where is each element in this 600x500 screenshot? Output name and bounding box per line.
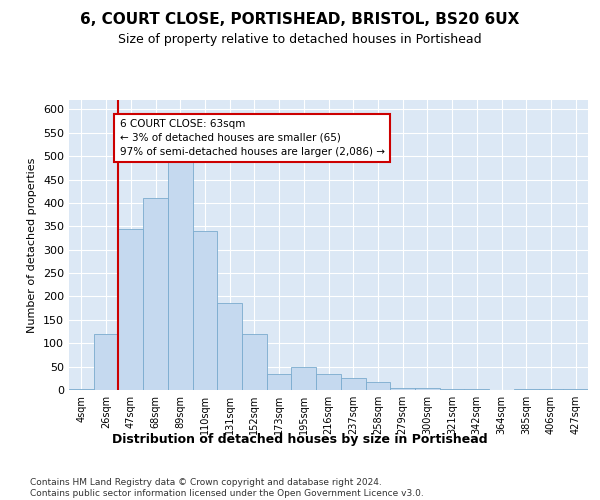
Bar bbox=[168, 156, 193, 390]
Bar bbox=[94, 334, 118, 390]
Bar bbox=[242, 334, 267, 390]
Bar bbox=[193, 231, 217, 390]
Bar bbox=[365, 382, 390, 390]
Text: 6, COURT CLOSE, PORTISHEAD, BRISTOL, BS20 6UX: 6, COURT CLOSE, PORTISHEAD, BRISTOL, BS2… bbox=[80, 12, 520, 28]
Bar bbox=[292, 366, 316, 390]
Bar bbox=[341, 378, 365, 390]
Text: Size of property relative to detached houses in Portishead: Size of property relative to detached ho… bbox=[118, 32, 482, 46]
Bar bbox=[69, 389, 94, 390]
Bar bbox=[316, 374, 341, 390]
Y-axis label: Number of detached properties: Number of detached properties bbox=[28, 158, 37, 332]
Bar bbox=[514, 389, 539, 390]
Text: Contains HM Land Registry data © Crown copyright and database right 2024.
Contai: Contains HM Land Registry data © Crown c… bbox=[30, 478, 424, 498]
Bar bbox=[118, 228, 143, 390]
Bar bbox=[143, 198, 168, 390]
Bar bbox=[464, 388, 489, 390]
Bar bbox=[390, 388, 415, 390]
Bar bbox=[563, 389, 588, 390]
Text: Distribution of detached houses by size in Portishead: Distribution of detached houses by size … bbox=[112, 432, 488, 446]
Bar bbox=[267, 374, 292, 390]
Text: 6 COURT CLOSE: 63sqm
← 3% of detached houses are smaller (65)
97% of semi-detach: 6 COURT CLOSE: 63sqm ← 3% of detached ho… bbox=[119, 118, 385, 156]
Bar bbox=[440, 388, 464, 390]
Bar bbox=[539, 389, 563, 390]
Bar bbox=[415, 388, 440, 390]
Bar bbox=[217, 304, 242, 390]
